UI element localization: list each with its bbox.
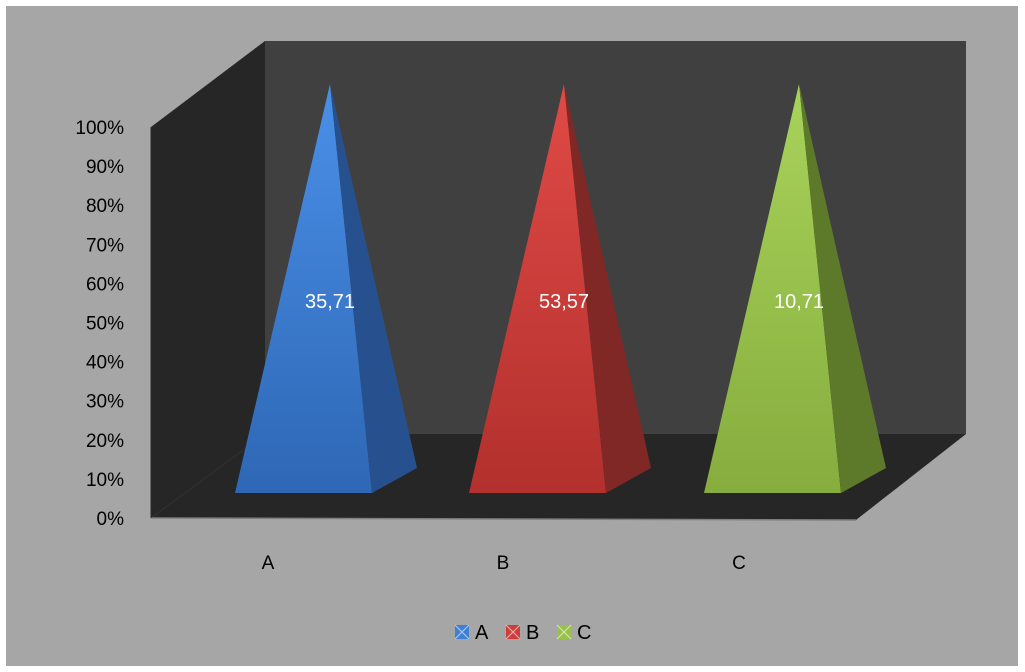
- x-category-label: B: [497, 553, 510, 574]
- pyramid-side-face-a: [330, 84, 417, 493]
- category-labels: A B C: [262, 553, 746, 574]
- x-category-label: C: [732, 553, 746, 574]
- x-category-label: A: [262, 553, 275, 574]
- legend-item-a: A: [454, 622, 489, 644]
- floor-front-edge: [150, 517, 857, 521]
- legend-swatch-mark: [454, 624, 470, 640]
- pyramid-front-face-a: [235, 84, 372, 493]
- y-tick-label: 60%: [86, 274, 124, 295]
- data-label-b: 53,57: [539, 291, 589, 313]
- chart-area: 0% 10% 20% 30% 40% 50% 60% 70% 80% 90% 100% 35,71 5…: [6, 6, 1018, 666]
- data-label-c: 10,71: [774, 291, 824, 313]
- legend: A B C: [454, 622, 591, 644]
- y-tick-label: 70%: [86, 235, 124, 256]
- legend-swatch-mark: [505, 624, 521, 640]
- y-tick-label: 50%: [86, 314, 124, 335]
- y-tick-label: 100%: [75, 118, 124, 139]
- legend-label: C: [577, 622, 591, 644]
- y-tick-label: 0%: [97, 509, 125, 530]
- legend-swatch-mark: [556, 624, 572, 640]
- legend-item-b: B: [505, 622, 539, 644]
- data-labels: 35,71 53,57 10,71: [305, 291, 824, 313]
- legend-label: A: [475, 622, 489, 644]
- pyramid-series: [235, 84, 886, 493]
- y-tick-label: 90%: [86, 157, 124, 178]
- y-axis-ticks: 0% 10% 20% 30% 40% 50% 60% 70% 80% 90% 100%: [75, 118, 124, 530]
- pyramid-side-face-c: [799, 84, 886, 493]
- y-tick-label: 40%: [86, 353, 124, 374]
- y-tick-label: 30%: [86, 392, 124, 413]
- side-wall: [151, 41, 265, 518]
- pyramid-side-face-b: [564, 84, 651, 493]
- data-label-a: 35,71: [305, 291, 355, 313]
- pyramid-front-face-b: [469, 84, 606, 493]
- legend-label: B: [526, 622, 539, 644]
- y-tick-label: 10%: [86, 470, 124, 491]
- y-tick-label: 80%: [86, 196, 124, 217]
- pyramid-front-face-c: [704, 84, 841, 493]
- y-tick-label: 20%: [86, 431, 124, 452]
- legend-item-c: C: [556, 622, 591, 644]
- pyramid-chart: 0% 10% 20% 30% 40% 50% 60% 70% 80% 90% 100% 35,71 5…: [75, 41, 966, 644]
